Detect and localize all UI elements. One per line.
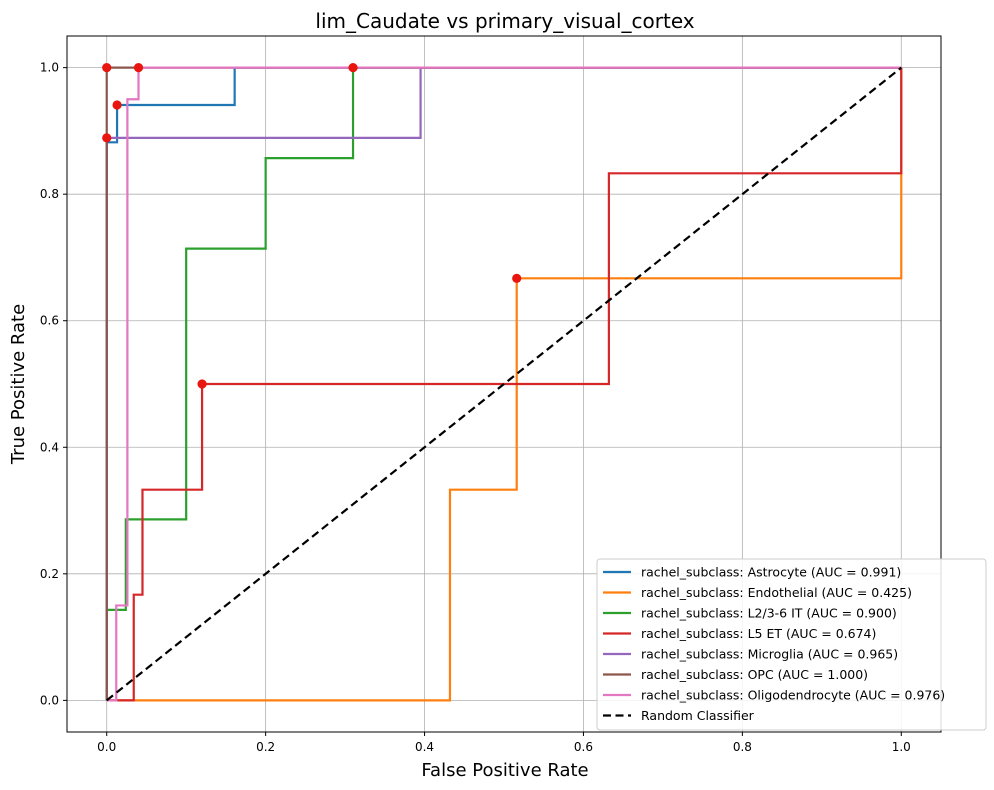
- series-line-7: [106, 66, 902, 702]
- legend-label: rachel_subclass: Oligodendrocyte (AUC = …: [641, 688, 945, 703]
- x-axis-ticks: 0.0 0.2 0.4 0.6 0.8 1.0: [97, 732, 911, 754]
- x-tick-label: 0.2: [256, 740, 275, 754]
- threshold-point-1: [512, 273, 522, 283]
- marker-group: [102, 63, 522, 389]
- y-tick-label: 0.6: [40, 314, 59, 328]
- legend-label: rachel_subclass: Endothelial (AUC = 0.42…: [641, 585, 912, 600]
- threshold-point-2: [348, 63, 358, 73]
- x-tick-label: 0.8: [733, 740, 752, 754]
- legend-box: [596, 558, 987, 731]
- y-axis-label: True Positive Rate: [8, 304, 29, 465]
- legend-label: Random Classifier: [641, 708, 755, 723]
- chart-title: lim_Caudate vs primary_visual_cortex: [315, 9, 694, 33]
- threshold-point-0: [112, 100, 122, 110]
- threshold-point-6: [133, 63, 144, 73]
- threshold-point-4: [102, 133, 112, 143]
- x-tick-label: 0.6: [574, 740, 593, 754]
- threshold-point-3: [197, 379, 207, 389]
- series-line-3: [106, 67, 903, 702]
- x-tick-label: 0.0: [97, 740, 116, 754]
- y-tick-label: 1.0: [40, 61, 59, 75]
- legend-label: rachel_subclass: L2/3-6 IT (AUC = 0.900): [641, 606, 897, 621]
- y-axis-ticks: 0.0 0.2 0.4 0.6 0.8 1.0: [40, 61, 67, 707]
- legend-label: rachel_subclass: OPC (AUC = 1.000): [641, 667, 868, 682]
- threshold-point-5: [102, 63, 112, 73]
- legend-label: rachel_subclass: L5 ET (AUC = 0.674): [641, 626, 876, 641]
- series-line-6: [106, 66, 902, 702]
- legend-label: rachel_subclass: Microglia (AUC = 0.965): [641, 647, 898, 662]
- y-tick-label: 0.2: [40, 567, 59, 581]
- x-tick-label: 1.0: [892, 740, 911, 754]
- y-tick-label: 0.8: [40, 187, 59, 201]
- y-tick-label: 0.4: [40, 440, 59, 454]
- y-tick-label: 0.0: [40, 693, 59, 707]
- x-tick-label: 0.4: [415, 740, 434, 754]
- legend: rachel_subclass: Astrocyte (AUC = 0.991)…: [596, 558, 987, 731]
- legend-label: rachel_subclass: Astrocyte (AUC = 0.991): [641, 565, 901, 580]
- series-line-2: [105, 66, 902, 701]
- series-line-1: [106, 67, 903, 702]
- x-axis-label: False Positive Rate: [421, 760, 588, 781]
- plot-frame: [66, 35, 942, 733]
